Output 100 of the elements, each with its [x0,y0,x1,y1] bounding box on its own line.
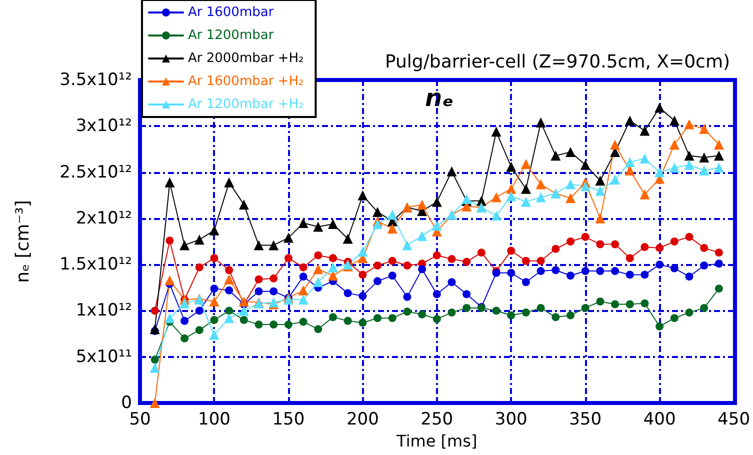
point [388,256,396,265]
point [225,306,234,315]
point [714,162,724,173]
point [640,126,650,136]
point [581,232,590,241]
point [656,322,664,330]
point [403,292,412,301]
point [565,146,576,157]
point [358,270,367,279]
x-tick-label: 400 [643,410,676,430]
point [403,308,412,316]
point [536,192,546,202]
point [358,318,367,327]
point [669,140,680,150]
point [699,152,710,163]
point [299,272,308,281]
point [402,240,412,250]
point [640,153,650,164]
x-tick-label: 100 [198,410,230,430]
point [536,256,545,265]
point [254,287,263,296]
point [506,184,516,194]
point [432,220,442,231]
point [210,254,218,262]
point [670,238,678,246]
point [358,190,368,200]
point [595,176,606,186]
point [328,270,338,281]
point [164,275,175,286]
point [669,162,680,173]
point [685,308,694,317]
point [417,200,428,210]
x-tick-label: 150 [272,410,305,430]
point [314,325,322,334]
legend-label: Ar 1600mbar +H₂ [188,74,304,89]
point [684,119,694,130]
point [581,304,590,312]
point [164,177,175,188]
point [372,206,383,217]
point [477,248,486,257]
y-tick-label: 3.5x10¹² [60,70,132,90]
point [150,398,160,408]
point [344,316,352,325]
point [224,313,234,324]
point [238,306,249,316]
point [180,298,190,308]
point [520,196,531,207]
point [388,272,396,280]
point [328,218,338,229]
point [270,287,278,296]
point [522,256,530,265]
point [254,240,264,250]
legend-label: Ar 1600mbar [188,5,274,20]
point [328,254,337,262]
point [180,334,189,342]
point [669,116,680,126]
point [522,308,530,317]
point [150,306,159,315]
point [610,174,620,185]
point [714,140,724,150]
point [150,362,160,373]
x-axis-title: Time [ms] [396,431,478,450]
point [298,285,308,296]
point [210,284,218,293]
point [640,189,650,200]
point [700,244,708,252]
point [656,260,664,269]
point [446,166,457,176]
point [520,184,531,194]
point [180,316,189,325]
point [670,314,678,322]
point [374,277,382,286]
point [166,236,174,245]
legend-label: Ar 1200mbar +H₂ [188,97,304,112]
legend-label: Ar 1200mbar [188,28,274,43]
point [580,160,590,170]
point [624,157,635,168]
point [388,314,396,322]
point [640,299,649,308]
point [313,264,324,274]
point [358,292,367,300]
point [699,165,710,176]
point [314,251,322,260]
point [299,263,308,272]
point [507,268,516,277]
point [700,261,708,270]
point [507,246,516,255]
point [284,254,292,262]
point [685,232,694,241]
point [344,289,352,298]
point [714,284,723,293]
point [372,218,383,229]
point [313,222,324,232]
point [714,150,724,161]
y-tick-label: 5x10¹¹ [76,346,132,367]
point [596,267,604,276]
point [225,266,234,274]
point [684,160,694,170]
point [448,278,456,286]
point [328,262,338,272]
